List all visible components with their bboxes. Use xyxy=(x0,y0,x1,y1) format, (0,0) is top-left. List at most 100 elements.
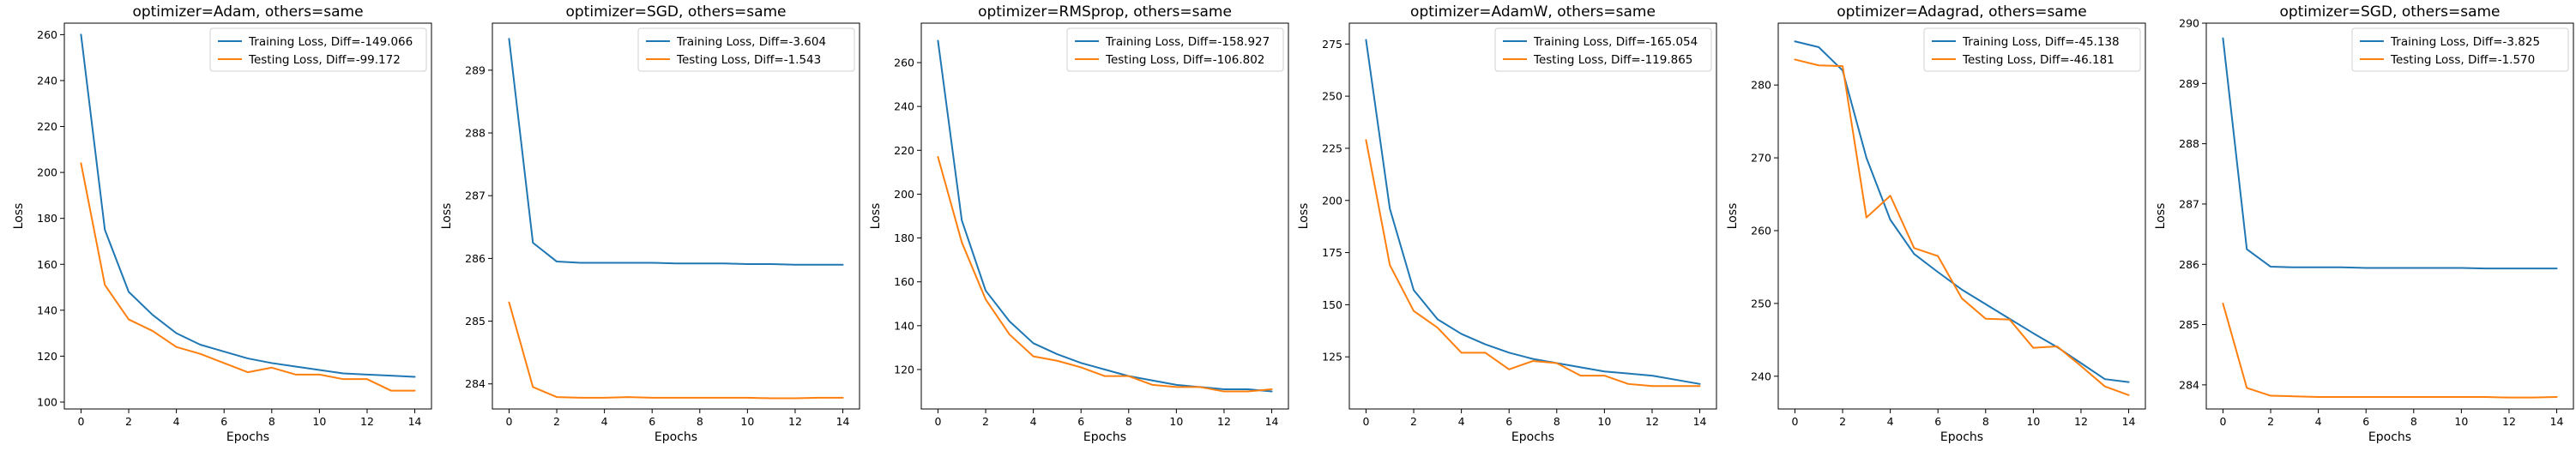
plot-frame xyxy=(1348,22,1717,410)
legend-box xyxy=(637,27,855,72)
y-tick-label: 250 xyxy=(1751,297,1771,310)
y-tick-label: 260 xyxy=(37,28,57,41)
y-tick-label: 120 xyxy=(37,350,57,363)
chart-title: optimizer=Adam, others=same xyxy=(132,3,363,21)
x-tick-label: 6 xyxy=(1077,415,1084,428)
y-tick-label: 289 xyxy=(2179,77,2199,90)
x-tick-label: 6 xyxy=(220,415,227,428)
chart-title: optimizer=AdamW, others=same xyxy=(1410,3,1656,21)
y-tick-label: 160 xyxy=(894,275,914,288)
y-axis-label: Loss xyxy=(869,203,883,230)
y-tick-label: 287 xyxy=(465,189,486,202)
series-line-testing xyxy=(2222,302,2558,399)
x-tick-label: 14 xyxy=(2550,415,2564,428)
y-tick-label: 285 xyxy=(465,315,486,328)
x-tick-label: 12 xyxy=(360,415,374,428)
x-tick-label: 0 xyxy=(934,415,941,428)
legend-entry: Testing Loss, Diff=-106.802 xyxy=(1105,53,1264,67)
x-tick-label: 10 xyxy=(1597,415,1611,428)
y-tick-label: 240 xyxy=(1751,370,1771,382)
x-axis-label: Epochs xyxy=(655,430,697,444)
y-axis-label: Loss xyxy=(440,203,454,230)
chart-panel-6: optimizer=SGD, others=same 0 2 4 6 8 10 12 14 284… xyxy=(2154,3,2574,444)
x-tick-label: 8 xyxy=(697,415,703,428)
x-tick-label: 2 xyxy=(1839,415,1846,428)
series-line-testing xyxy=(1794,58,2130,396)
x-tick-label: 4 xyxy=(1458,415,1465,428)
x-axis-label: Epochs xyxy=(226,430,269,444)
y-tick-label: 200 xyxy=(1322,194,1342,207)
y-tick-label: 290 xyxy=(2179,17,2199,30)
y-tick-label: 175 xyxy=(1322,246,1342,259)
chart-title: optimizer=SGD, others=same xyxy=(2279,3,2500,21)
y-axis-label: Loss xyxy=(1297,203,1311,230)
chart-title: optimizer=RMSprop, others=same xyxy=(978,3,1232,21)
y-tick-label: 286 xyxy=(465,252,486,265)
x-tick-label: 0 xyxy=(1791,415,1798,428)
chart-panel-4: optimizer=AdamW, others=same 0 2 4 6 8 10 12 14 1… xyxy=(1297,3,1717,444)
y-tick-label: 280 xyxy=(1751,79,1771,92)
x-tick-label: 14 xyxy=(2122,415,2136,428)
y-tick-label: 125 xyxy=(1322,351,1342,364)
legend-entry: Testing Loss, Diff=-46.181 xyxy=(1962,53,2114,67)
y-tick-label: 140 xyxy=(37,304,57,316)
x-tick-label: 6 xyxy=(2362,415,2369,428)
x-tick-label: 14 xyxy=(836,415,850,428)
y-tick-label: 289 xyxy=(465,63,486,76)
y-tick-label: 260 xyxy=(894,57,914,69)
y-tick-label: 288 xyxy=(465,127,486,140)
series-line-training xyxy=(1365,39,1701,385)
x-tick-label: 2 xyxy=(125,415,132,428)
y-tick-label: 180 xyxy=(894,232,914,244)
x-tick-label: 4 xyxy=(1887,415,1894,428)
series-line-testing xyxy=(80,162,416,392)
series-line-training xyxy=(937,39,1273,393)
legend-entry: Training Loss, Diff=-158.927 xyxy=(1105,35,1270,49)
legend-entry: Training Loss, Diff=-3.604 xyxy=(676,35,826,49)
x-tick-label: 0 xyxy=(77,415,84,428)
x-tick-label: 8 xyxy=(1125,415,1132,428)
series-line-testing xyxy=(1365,139,1701,388)
x-tick-label: 4 xyxy=(1030,415,1037,428)
x-tick-label: 10 xyxy=(1169,415,1183,428)
y-tick-label: 275 xyxy=(1322,38,1342,51)
x-tick-label: 14 xyxy=(1265,415,1279,428)
x-tick-label: 12 xyxy=(2074,415,2088,428)
legend-box xyxy=(209,27,427,72)
x-tick-label: 0 xyxy=(505,415,512,428)
y-tick-label: 160 xyxy=(37,258,57,271)
y-tick-label: 260 xyxy=(1751,224,1771,237)
x-tick-label: 12 xyxy=(1217,415,1231,428)
x-tick-label: 10 xyxy=(740,415,754,428)
x-tick-label: 2 xyxy=(982,415,989,428)
legend-entry: Testing Loss, Diff=-119.865 xyxy=(1533,53,1692,67)
y-tick-label: 284 xyxy=(465,377,486,390)
chart-title: optimizer=Adagrad, others=same xyxy=(1837,3,2087,21)
plot-frame xyxy=(2205,22,2574,410)
plot-frame xyxy=(920,22,1289,410)
y-tick-label: 200 xyxy=(894,188,914,201)
y-tick-label: 220 xyxy=(894,144,914,157)
series-line-training xyxy=(1794,40,2130,383)
legend-entry: Testing Loss, Diff=-1.570 xyxy=(2390,53,2535,67)
y-axis-label: Loss xyxy=(12,203,26,230)
y-tick-label: 284 xyxy=(2179,378,2199,391)
x-tick-label: 4 xyxy=(2315,415,2322,428)
x-tick-label: 8 xyxy=(2410,415,2417,428)
legend-entry: Testing Loss, Diff=-99.172 xyxy=(248,53,401,67)
y-tick-label: 180 xyxy=(37,212,57,225)
y-axis-label: Loss xyxy=(2154,203,2168,230)
chart-panel-1: optimizer=Adam, others=same 0 2 4 6 8 10 12 14 10… xyxy=(12,3,432,444)
y-tick-label: 288 xyxy=(2179,137,2199,150)
legend-entry: Testing Loss, Diff=-1.543 xyxy=(676,53,821,67)
x-tick-label: 12 xyxy=(2502,415,2516,428)
x-tick-label: 10 xyxy=(2454,415,2468,428)
x-tick-label: 6 xyxy=(1934,415,1941,428)
y-tick-label: 285 xyxy=(2179,318,2199,331)
legend-entry: Training Loss, Diff=-3.825 xyxy=(2390,35,2540,49)
plot-frame xyxy=(1777,22,2146,410)
legend-box xyxy=(2351,27,2569,72)
y-tick-label: 100 xyxy=(37,395,57,408)
x-tick-label: 10 xyxy=(312,415,326,428)
chart-panel-5: optimizer=Adagrad, others=same 0 2 4 6 8 10 12 1… xyxy=(1726,3,2146,444)
